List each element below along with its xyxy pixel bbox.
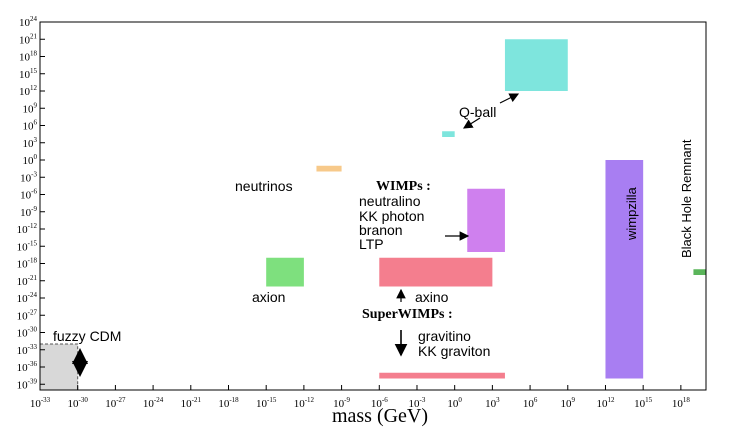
x-tick-label: 10-33 bbox=[30, 396, 51, 410]
axion-label: axion bbox=[252, 289, 285, 305]
x-tick-label: 109 bbox=[561, 396, 576, 410]
region-black-hole-remnant-9 bbox=[693, 269, 706, 275]
region-axino-3 bbox=[379, 257, 493, 287]
y-tick-label: 10-18 bbox=[17, 257, 38, 271]
neutrinos-label: neutrinos bbox=[235, 178, 293, 194]
x-tick-label: 10-21 bbox=[181, 396, 202, 410]
y-tick-label: 10-24 bbox=[17, 291, 38, 305]
y-tick-label: 10-27 bbox=[17, 308, 38, 322]
fuzzy-cdm-label: fuzzy CDM bbox=[53, 328, 121, 344]
x-tick-label: 1015 bbox=[634, 396, 653, 410]
x-tick-label: 10-15 bbox=[256, 396, 277, 410]
y-tick-label: 10-3 bbox=[20, 170, 37, 184]
y-tick-label: 10-9 bbox=[20, 205, 37, 219]
wimps-item-kk-photon: KK photon bbox=[359, 208, 424, 224]
x-tick-label: 10-9 bbox=[333, 396, 350, 410]
x-tick-label: 103 bbox=[485, 396, 500, 410]
wimps-title: WIMPs : bbox=[376, 179, 431, 194]
x-tick-label: 10-3 bbox=[409, 396, 426, 410]
y-tick-label: 10-15 bbox=[17, 239, 38, 253]
x-tick-label: 10-27 bbox=[105, 396, 126, 410]
wimps-item-branon: branon bbox=[359, 222, 403, 238]
region-wimpzilla-8 bbox=[605, 160, 644, 379]
y-tick-label: 109 bbox=[23, 101, 38, 115]
x-tick-label: 106 bbox=[523, 396, 538, 410]
y-tick-label: 10-33 bbox=[17, 343, 38, 357]
wimps-item-ltp: LTP bbox=[359, 236, 384, 252]
region-q-ball-6 bbox=[504, 39, 568, 91]
region-q-ball-7 bbox=[442, 131, 455, 137]
qball-label: Q-ball bbox=[459, 104, 496, 120]
y-tick-label: 1018 bbox=[19, 50, 38, 64]
superwimps-item-gravitino: gravitino bbox=[418, 328, 471, 344]
y-tick-label: 103 bbox=[23, 136, 38, 150]
x-tick-label: 1012 bbox=[596, 396, 615, 410]
y-tick-label: 1024 bbox=[19, 15, 38, 29]
region-gravitino-kk-graviton-4 bbox=[379, 372, 505, 379]
superwimps-item-kk-graviton: KK graviton bbox=[418, 343, 490, 359]
x-tick-label: 1018 bbox=[672, 396, 691, 410]
y-tick-label: 10-36 bbox=[17, 360, 38, 374]
wimpzilla-label: wimpzilla bbox=[624, 187, 639, 242]
x-tick-label: 100 bbox=[447, 396, 462, 410]
y-tick-label: 106 bbox=[23, 119, 38, 133]
x-tick-label: 10-24 bbox=[143, 396, 164, 410]
y-tick-label: 10-21 bbox=[17, 274, 38, 288]
x-tick-label: 10-12 bbox=[294, 396, 315, 410]
y-tick-label: 10-39 bbox=[17, 377, 38, 391]
y-tick-label: 10-6 bbox=[20, 188, 37, 202]
black-hole-label: Black Hole Remnant bbox=[679, 139, 694, 258]
region-wimps-5 bbox=[467, 188, 505, 252]
x-tick-label: 10-18 bbox=[218, 396, 239, 410]
qball-arrow-lower bbox=[462, 117, 481, 129]
plot-frame bbox=[39, 21, 707, 391]
x-tick-label: 10-6 bbox=[371, 396, 388, 410]
wimps-item-neutralino: neutralino bbox=[359, 193, 421, 209]
superwimps-title: SuperWIMPs : bbox=[362, 307, 453, 322]
region-neutrinos-2 bbox=[316, 165, 342, 172]
y-tick-label: 10-30 bbox=[17, 326, 38, 340]
x-tick-label: 10-30 bbox=[68, 396, 89, 410]
region-fuzzy-cdm-0 bbox=[39, 343, 79, 391]
x-axis-label: mass (GeV) bbox=[332, 405, 428, 427]
y-tick-label: 1021 bbox=[19, 32, 38, 46]
y-tick-label: 100 bbox=[23, 153, 38, 167]
region-axion-1 bbox=[266, 257, 304, 287]
y-tick-label: 10-12 bbox=[17, 222, 38, 236]
y-tick-label: 1015 bbox=[19, 67, 38, 81]
qball-arrow-upper bbox=[499, 93, 520, 104]
y-tick-label: 1012 bbox=[19, 84, 38, 98]
axino-label: axino bbox=[415, 289, 449, 305]
